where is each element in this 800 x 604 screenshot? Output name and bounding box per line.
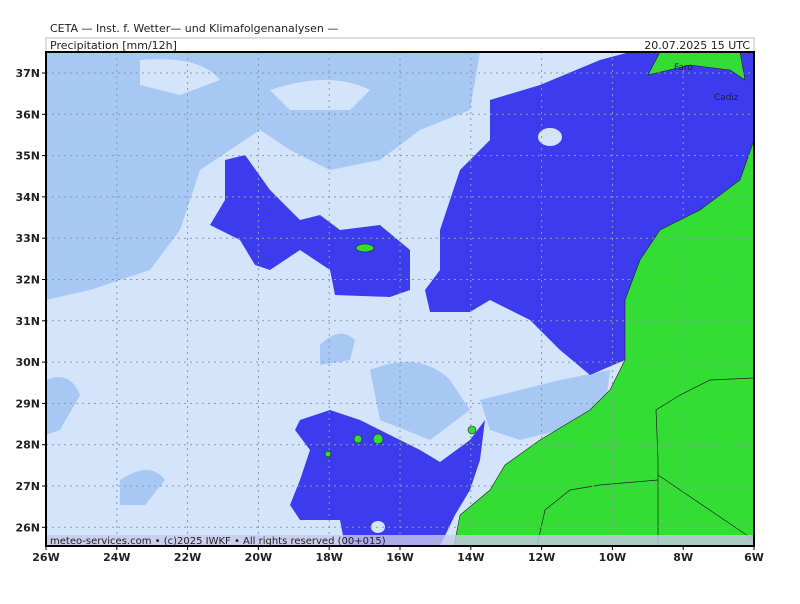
- place-label: Cadiz: [714, 93, 739, 103]
- lon-label: 6W: [744, 551, 764, 564]
- lon-label: 26W: [32, 551, 59, 564]
- lat-label: 34N: [15, 191, 40, 204]
- light-inset: [140, 59, 370, 110]
- valid-time: 20.07.2025 15 UTC: [644, 39, 750, 52]
- lon-label: 10W: [599, 551, 626, 564]
- land: [324, 52, 754, 546]
- lat-label: 33N: [15, 232, 40, 245]
- grid: [46, 52, 754, 546]
- lat-label: 28N: [15, 439, 40, 452]
- lon-label: 22W: [174, 551, 201, 564]
- map-area: meteo-services.com • (c)2025 IWKF • All …: [46, 52, 754, 547]
- header-title: CETA — Inst. f. Wetter— und Klimafolgena…: [50, 22, 338, 35]
- footer-bar: [46, 535, 754, 546]
- product-label: Precipitation [mm/12h]: [50, 39, 177, 52]
- lon-label: 16W: [386, 551, 413, 564]
- lat-label: 27N: [15, 480, 40, 493]
- borders: [536, 377, 754, 546]
- lon-label: 20W: [245, 551, 272, 564]
- lat-label: 29N: [15, 397, 40, 410]
- tick-labels: 37N 36N 35N 34N 33N 32N 31N 30N 29N 28N 27N 26N 26W 2…: [15, 67, 763, 564]
- heavy-precip: [210, 52, 754, 546]
- lon-label: 8W: [673, 551, 693, 564]
- lon-label: 12W: [528, 551, 555, 564]
- lon-label: 14W: [457, 551, 484, 564]
- gap: [538, 128, 562, 146]
- place-label: Faro: [674, 63, 693, 73]
- lat-label: 26N: [15, 521, 40, 534]
- lon-label: 24W: [103, 551, 130, 564]
- lat-label: 36N: [15, 108, 40, 121]
- lat-label: 32N: [15, 274, 40, 287]
- lat-label: 37N: [15, 67, 40, 80]
- lon-label: 18W: [315, 551, 342, 564]
- lat-label: 30N: [15, 356, 40, 369]
- footer: meteo-services.com • (c)2025 IWKF • All …: [50, 536, 386, 547]
- lat-label: 31N: [15, 315, 40, 328]
- lat-label: 35N: [15, 150, 40, 163]
